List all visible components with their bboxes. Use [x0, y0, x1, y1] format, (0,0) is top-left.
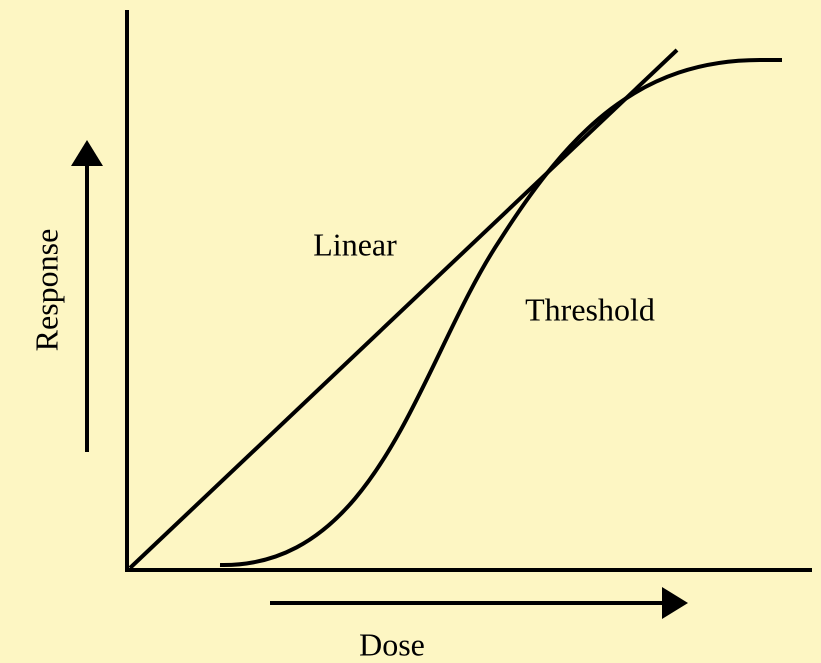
linear-curve — [128, 48, 679, 570]
x-arrow-head — [662, 587, 688, 619]
curve-label: Threshold — [525, 291, 655, 327]
y-axis-label: Response — [28, 229, 64, 352]
curve-label: Linear — [313, 226, 397, 262]
x-axis-label: Dose — [359, 626, 425, 662]
y-arrow-head — [71, 140, 103, 166]
threshold-curve — [219, 58, 782, 568]
